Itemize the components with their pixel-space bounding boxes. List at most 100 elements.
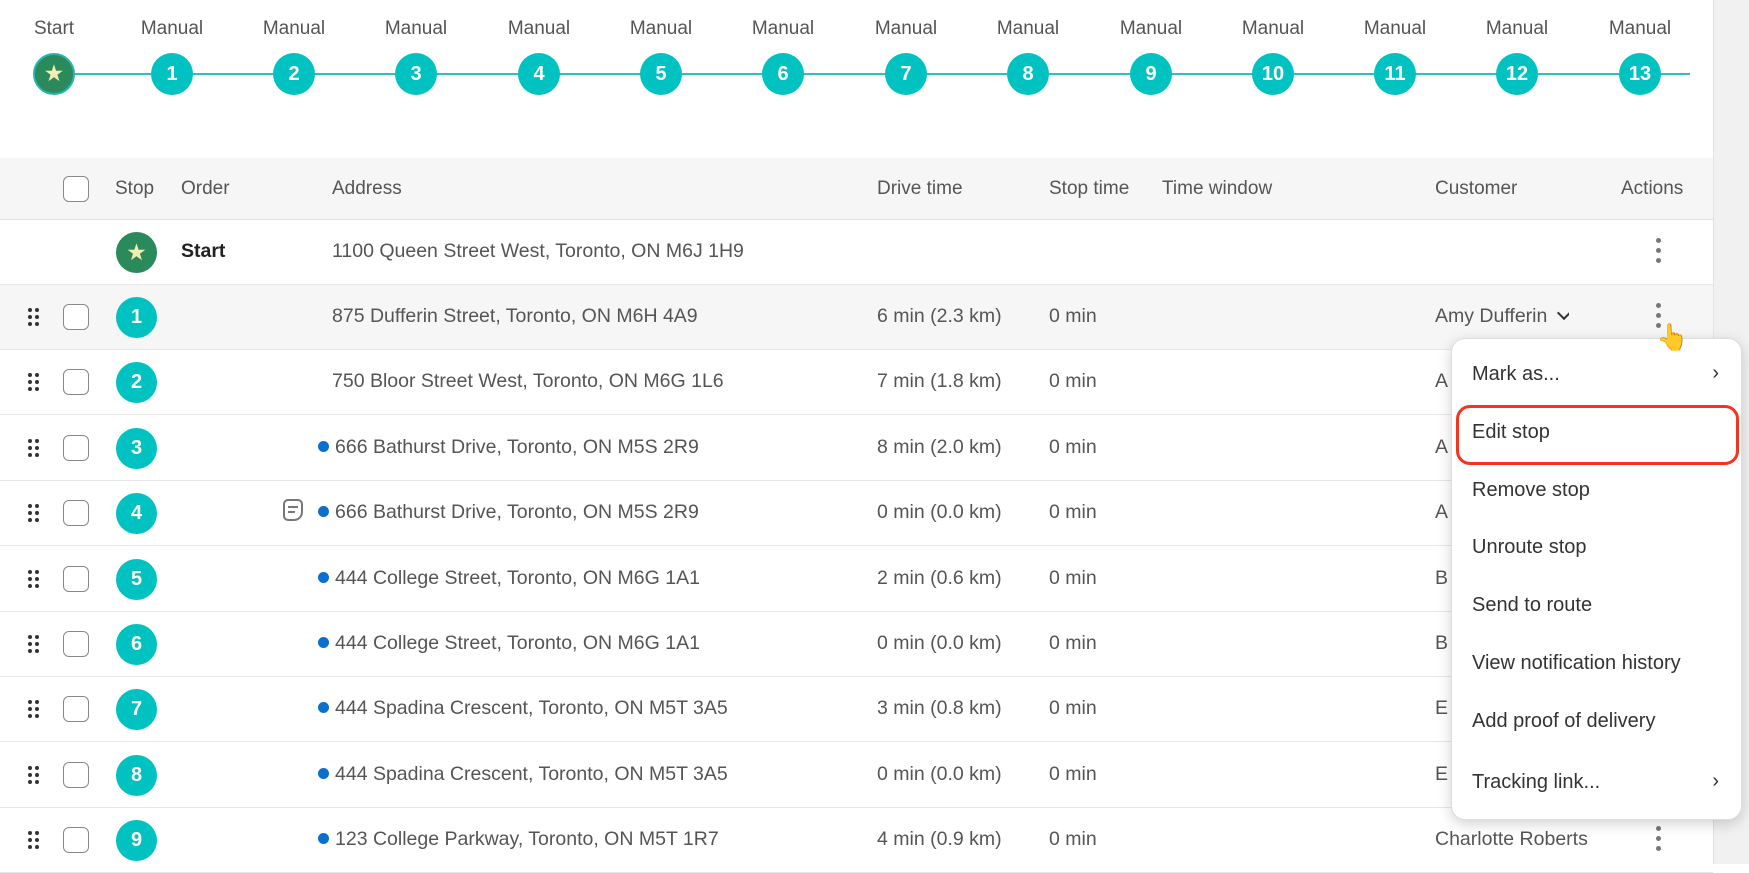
customer-cell[interactable]: Amy Dufferin	[1435, 305, 1570, 328]
stop-number-badge: 5	[116, 558, 157, 600]
actions-menu-button[interactable]	[1654, 301, 1662, 331]
status-dot-icon	[318, 440, 329, 452]
drive-time: 0 min (0.0 km)	[877, 632, 1002, 654]
menu-item-tracking-link[interactable]: Tracking link...	[1472, 771, 1601, 793]
drive-time: 7 min (1.8 km)	[877, 370, 1002, 393]
star-icon: ★	[45, 63, 63, 85]
drag-handle-icon[interactable]	[28, 373, 42, 393]
drive-time: 8 min (2.0 km)	[877, 435, 1002, 458]
actions-menu-button[interactable]	[1654, 824, 1662, 854]
edit-stop-highlight	[1456, 405, 1739, 465]
drag-handle-icon[interactable]	[28, 504, 42, 524]
timeline-step[interactable]: Manual 7	[856, 0, 956, 95]
timeline-step-number: 8	[1007, 53, 1049, 95]
timeline-step-label: Manual	[1363, 18, 1427, 39]
chevron-down-icon[interactable]	[1557, 305, 1570, 321]
timeline-step-label: Manual	[1241, 18, 1305, 39]
drag-handle-icon[interactable]	[28, 635, 42, 655]
hand-cursor-icon: 👆	[1656, 322, 1689, 352]
timeline-start-label: Start	[33, 18, 75, 39]
actions-menu-button[interactable]	[1654, 236, 1662, 266]
status-dot-icon	[318, 506, 329, 518]
header-address[interactable]: Address	[332, 178, 402, 199]
timeline-step-number: 10	[1252, 53, 1294, 95]
menu-item-remove-stop[interactable]: Remove stop	[1472, 479, 1590, 501]
status-dot-icon	[318, 637, 329, 648]
timeline-step-number: 2	[273, 53, 315, 95]
timeline-step[interactable]: Manual 10	[1223, 0, 1323, 95]
timeline-step-label: Manual	[751, 18, 815, 39]
header-customer[interactable]: Customer	[1435, 178, 1518, 199]
start-address: 1100 Queen Street West, Toronto, ON M6J …	[332, 240, 744, 262]
header-stop[interactable]: Stop	[115, 178, 155, 199]
customer-cell[interactable]: E	[1435, 697, 1448, 720]
timeline-step[interactable]: Manual 13	[1590, 0, 1690, 95]
row-checkbox[interactable]	[63, 500, 89, 527]
customer-cell[interactable]: A	[1435, 436, 1448, 459]
table-row: 4 666 Bathurst Drive, Toronto, ON M5S 2R9…	[0, 481, 1713, 547]
timeline-step[interactable]: Manual 11	[1345, 0, 1445, 95]
row-checkbox[interactable]	[63, 565, 89, 592]
stop-time: 0 min	[1049, 501, 1097, 524]
row-checkbox[interactable]	[63, 434, 89, 461]
drag-handle-icon[interactable]	[28, 569, 42, 590]
drag-handle-icon[interactable]	[28, 831, 42, 851]
table-row: 9 123 College Parkway, Toronto, ON M5T 1R…	[0, 808, 1713, 873]
menu-item-view-notification-history[interactable]: View notification history	[1472, 652, 1681, 674]
row-checkbox[interactable]	[63, 827, 89, 854]
table-header: Stop Order Address Drive time Stop time …	[0, 158, 1713, 220]
menu-item-send-to-route[interactable]: Send to route	[1472, 594, 1593, 616]
stop-time: 0 min	[1049, 305, 1097, 327]
menu-item-mark-as[interactable]: Mark as...	[1472, 363, 1560, 385]
header-drive-time[interactable]: Drive time	[877, 178, 963, 199]
status-dot-icon	[318, 767, 329, 779]
status-dot-icon	[318, 833, 329, 845]
timeline-step[interactable]: Manual 1	[122, 0, 222, 95]
header-time-window[interactable]: Time window	[1162, 178, 1273, 199]
timeline-step[interactable]: Manual 3	[366, 0, 466, 95]
menu-item-unroute-stop[interactable]: Unroute stop	[1472, 536, 1587, 558]
menu-item-add-proof-of-delivery[interactable]: Add proof of delivery	[1472, 710, 1656, 732]
drag-handle-icon[interactable]	[28, 308, 42, 328]
address-text: 875 Dufferin Street, Toronto, ON M6H 4A9	[332, 305, 698, 327]
drive-time: 6 min (2.3 km)	[877, 305, 1002, 327]
timeline-step[interactable]: Manual 9	[1101, 0, 1201, 95]
customer-cell[interactable]: A	[1435, 501, 1448, 524]
address-text: 444 Spadina Crescent, Toronto, ON M5T 3A…	[335, 697, 728, 720]
select-all-checkbox[interactable]	[63, 176, 89, 202]
timeline-start[interactable]: Start ★	[4, 0, 104, 95]
drag-handle-icon[interactable]	[28, 765, 42, 786]
row-checkbox[interactable]	[63, 696, 89, 723]
table-row-start: ★ Start 1100 Queen Street West, Toronto,…	[0, 220, 1713, 285]
customer-cell[interactable]: Charlotte Roberts	[1435, 828, 1588, 851]
customer-name: Amy Dufferin	[1435, 305, 1548, 327]
customer-cell[interactable]: B	[1435, 632, 1448, 655]
note-icon[interactable]	[283, 499, 303, 522]
stop-time: 0 min	[1049, 828, 1097, 851]
timeline-step[interactable]: Manual 4	[489, 0, 589, 95]
drag-handle-icon[interactable]	[28, 700, 42, 720]
table-row: 3 666 Bathurst Drive, Toronto, ON M5S 2R9…	[0, 415, 1713, 481]
customer-cell[interactable]: A	[1435, 370, 1448, 393]
row-checkbox[interactable]	[63, 631, 89, 657]
customer-cell[interactable]: B	[1435, 567, 1448, 590]
row-checkbox[interactable]	[63, 369, 89, 396]
timeline-step[interactable]: Manual 5	[611, 0, 711, 95]
timeline-step[interactable]: Manual 2	[244, 0, 344, 95]
customer-cell[interactable]: E	[1435, 763, 1448, 786]
header-stop-time[interactable]: Stop time	[1049, 178, 1130, 199]
status-dot-icon	[318, 702, 329, 714]
header-order[interactable]: Order	[181, 178, 230, 199]
address-text: 444 College Street, Toronto, ON M6G 1A1	[335, 566, 700, 589]
timeline-step[interactable]: Manual 8	[978, 0, 1078, 95]
chevron-right-icon: ›	[1712, 362, 1719, 384]
timeline-step[interactable]: Manual 6	[733, 0, 833, 95]
address-cell: 750 Bloor Street West, Toronto, ON M6G 1…	[332, 370, 724, 393]
menu-item-edit-stop[interactable]: Edit stop	[1472, 421, 1550, 443]
row-checkbox[interactable]	[63, 761, 89, 788]
timeline-step[interactable]: Manual 12	[1467, 0, 1567, 95]
row-checkbox[interactable]	[63, 304, 89, 330]
address-text: 444 Spadina Crescent, Toronto, ON M5T 3A…	[335, 762, 728, 785]
drag-handle-icon[interactable]	[28, 438, 42, 459]
timeline-step-label: Manual	[1119, 18, 1183, 39]
